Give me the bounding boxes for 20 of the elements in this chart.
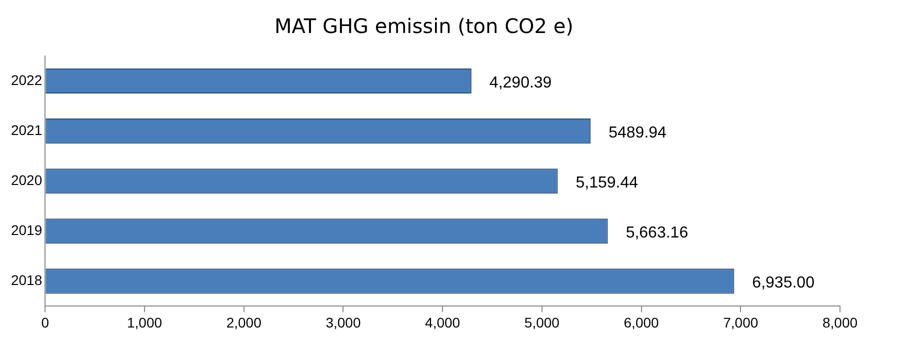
data-label: 6,935.00 — [752, 274, 815, 292]
y-tick-label: 2019 — [10, 222, 42, 238]
x-tick-label: 8,000 — [822, 314, 858, 330]
x-tick-label: 6,000 — [624, 314, 660, 330]
data-label: 5,159.44 — [576, 174, 638, 192]
y-tick-label: 2020 — [10, 172, 42, 188]
x-tick-label: 4,000 — [425, 314, 460, 330]
data-label: 4,290.39 — [489, 74, 552, 92]
y-tick-label: 2018 — [10, 272, 42, 288]
chart-title: MAT GHG emissin (ton CO2 e) — [274, 14, 574, 38]
x-tick-label: 1,000 — [126, 314, 162, 330]
x-tick-label: 2,000 — [226, 314, 262, 330]
data-label: 5,663.16 — [626, 224, 688, 242]
x-tick-label: 3,000 — [326, 314, 361, 330]
y-tick-label: 2021 — [10, 122, 42, 138]
data-label: 5489.94 — [608, 124, 667, 142]
y-tick-label: 2022 — [10, 72, 42, 88]
x-tick-label: 0 — [41, 314, 50, 330]
x-tick-label: 5,000 — [524, 314, 560, 330]
x-tick-label: 7,000 — [723, 314, 758, 330]
